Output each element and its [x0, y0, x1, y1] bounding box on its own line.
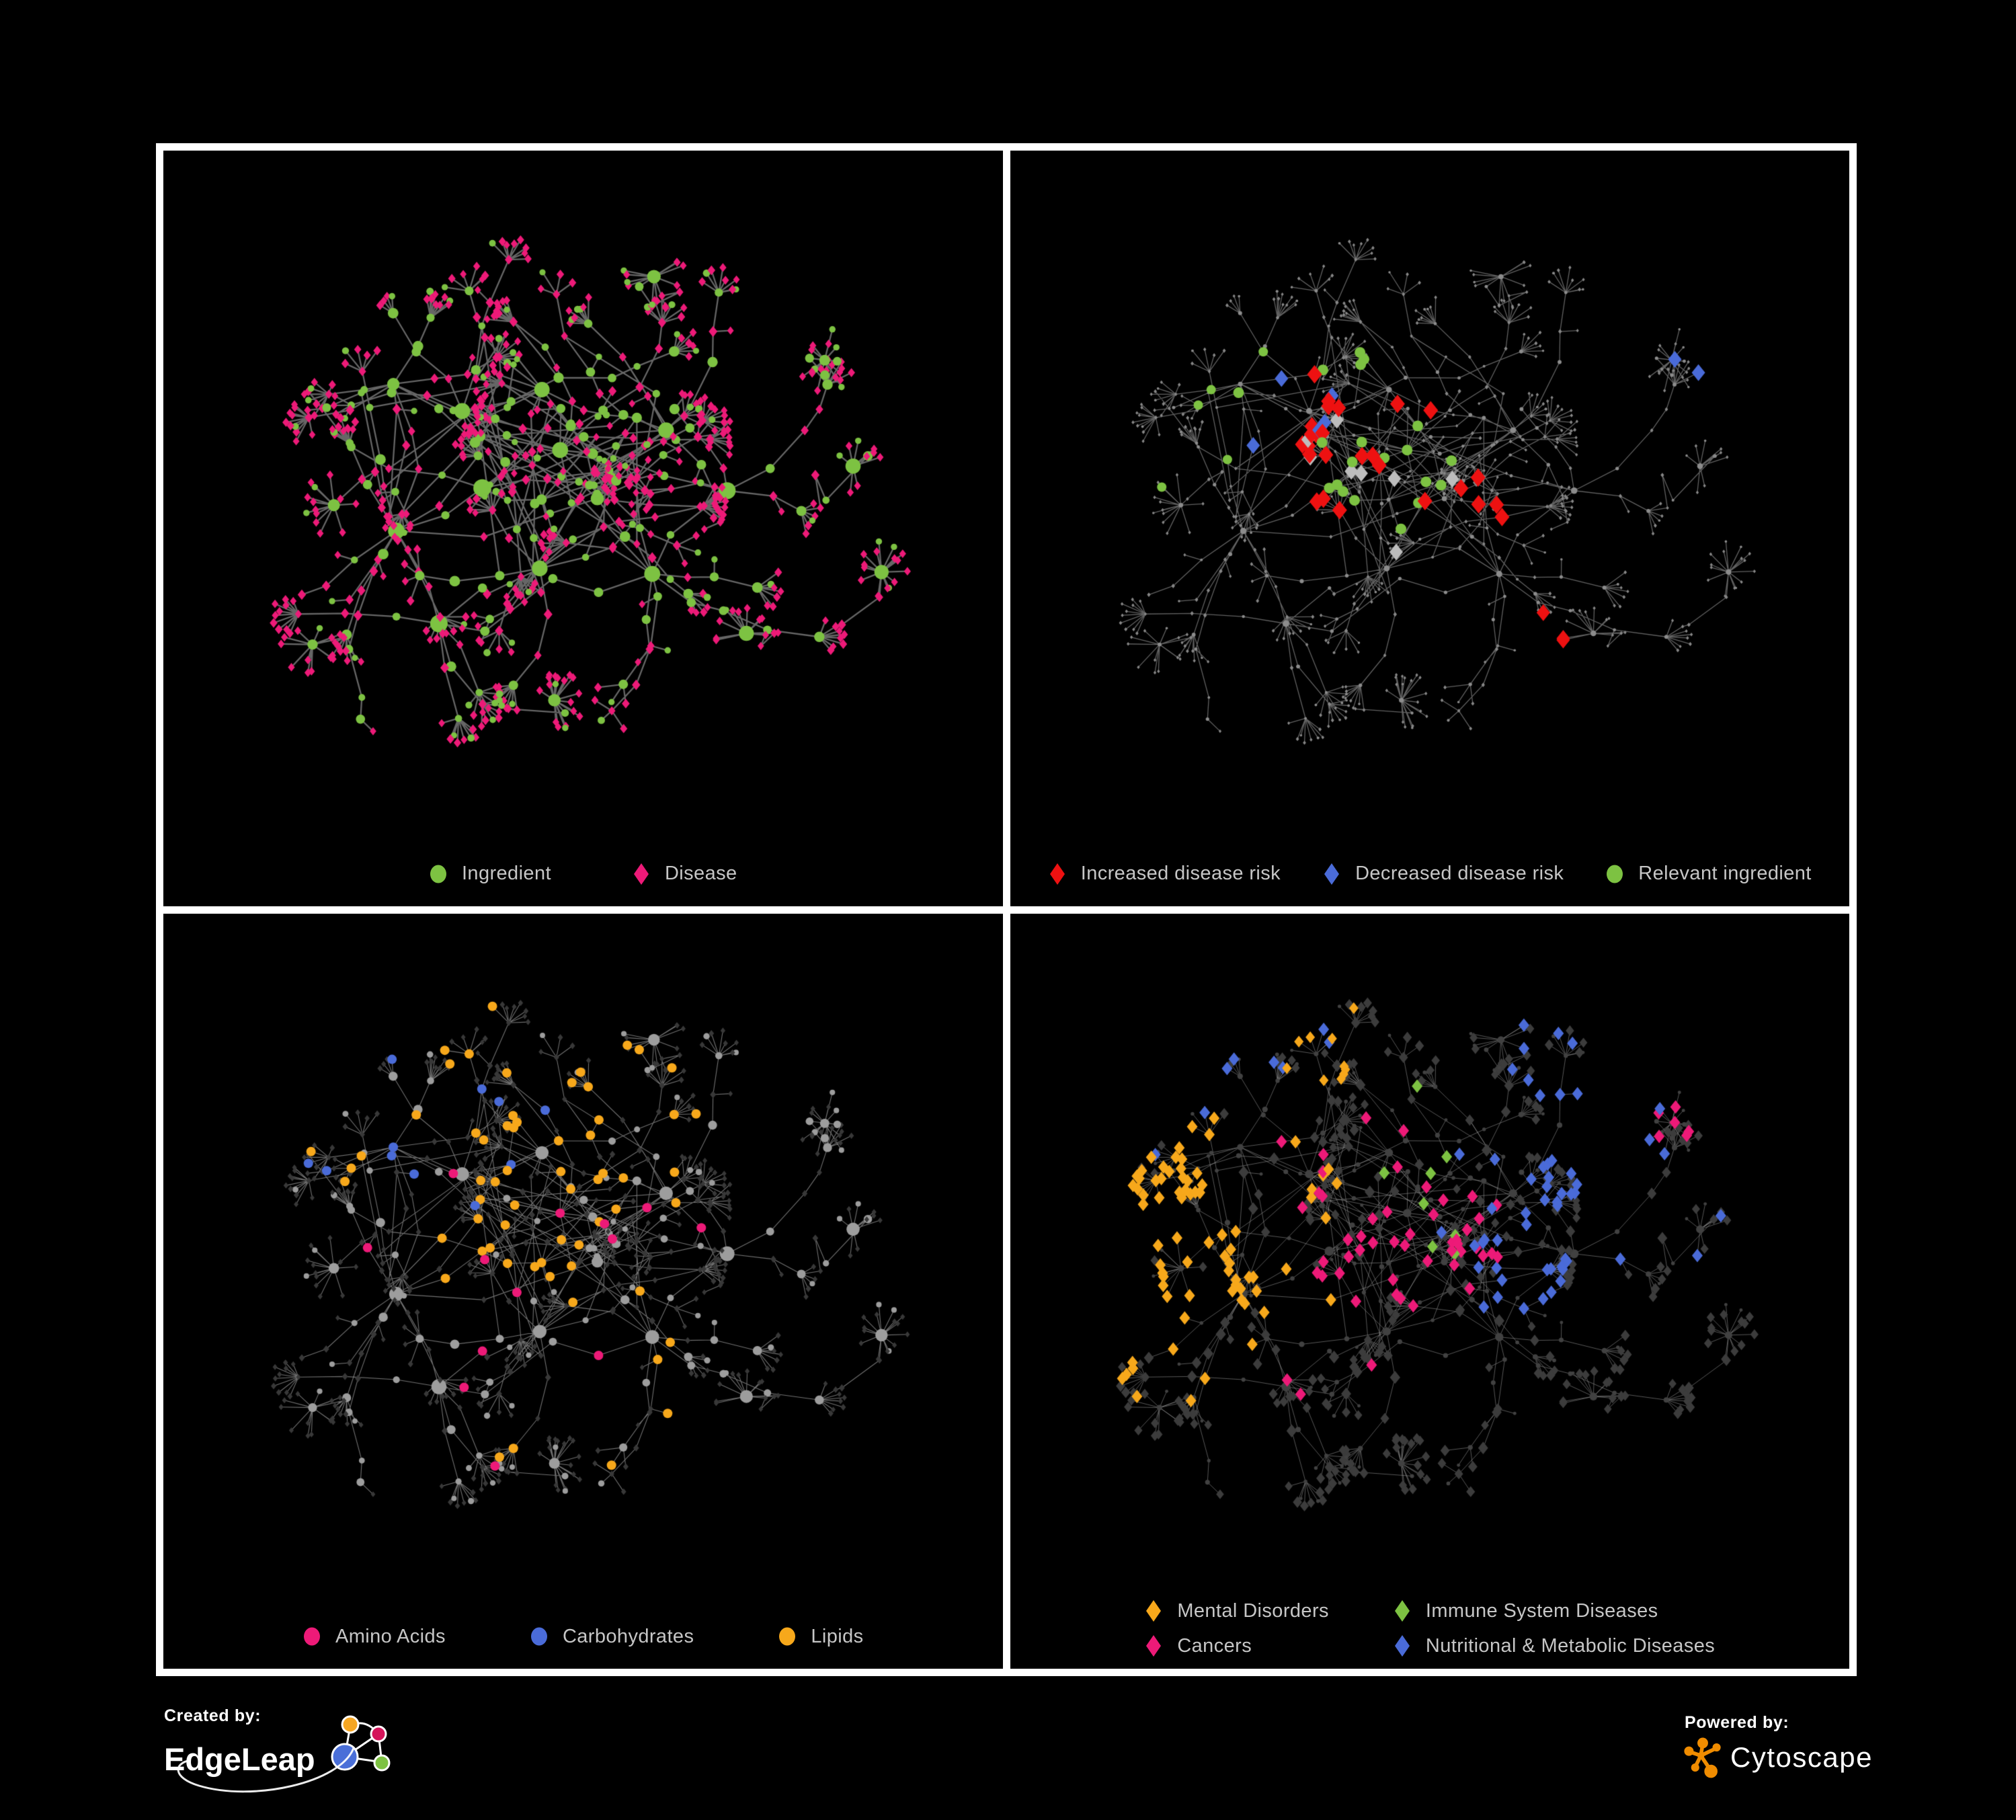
edgeleap-logo-icon	[331, 1715, 391, 1772]
panel-disease-class: Mental Disorders Immune System Diseases Ca…	[1010, 913, 1850, 1669]
legend-disease-risk: Increased disease risk Decreased disease …	[1010, 862, 1850, 886]
circle-marker-icon	[303, 1627, 320, 1646]
legend-label: Nutritional & Metabolic Diseases	[1425, 1634, 1716, 1657]
legend-item-increased-disease-risk: Increased disease risk	[1048, 862, 1281, 886]
network-graph-nutrient-class	[163, 913, 1002, 1589]
legend-label: Decreased disease risk	[1355, 863, 1564, 884]
network-graph-disease-risk	[1010, 151, 1849, 826]
panel-grid: Ingredient Disease Increased disease risk…	[156, 143, 1857, 1676]
diamond-marker-icon	[633, 863, 649, 885]
cytoscape-logo-icon	[1684, 1737, 1721, 1778]
legend-item-cancers: Cancers	[1144, 1634, 1329, 1658]
legend-item-ingredient: Ingredient	[429, 862, 551, 886]
legend-item-immune-system-diseases: Immune System Diseases	[1393, 1599, 1715, 1623]
legend-item-amino-acids: Amino Acids	[303, 1624, 446, 1649]
circle-marker-icon	[779, 1627, 796, 1646]
diamond-marker-icon	[1324, 863, 1340, 885]
circle-marker-icon	[1607, 865, 1623, 883]
panel-nutrient-class: Amino Acids Carbohydrates Lipids	[163, 913, 1003, 1669]
legend-label: Ingredient	[461, 863, 551, 884]
edgeleap-branding: Created by: EdgeLeap	[164, 1706, 413, 1793]
legend-label: Carbohydrates	[562, 1625, 694, 1647]
legend-item-mental-disorders: Mental Disorders	[1144, 1599, 1329, 1623]
panel-ingredient-disease: Ingredient Disease	[163, 151, 1003, 906]
legend-ingredient-disease: Ingredient Disease	[163, 862, 1003, 886]
circle-marker-icon	[430, 865, 446, 883]
legend-item-carbohydrates: Carbohydrates	[530, 1624, 694, 1649]
legend-label: Immune System Diseases	[1425, 1599, 1658, 1622]
legend-nutrient-class: Amino Acids Carbohydrates Lipids	[163, 1624, 1003, 1649]
network-graph-disease-class	[1010, 913, 1849, 1589]
legend-item-relevant-ingredient: Relevant ingredient	[1605, 862, 1811, 886]
diamond-marker-icon	[1146, 1635, 1162, 1657]
edgeleap-wordmark: EdgeLeap	[164, 1741, 315, 1777]
circle-marker-icon	[530, 1627, 547, 1646]
cytoscape-branding: Powered by: Cytoscape	[1683, 1713, 1873, 1778]
diamond-marker-icon	[1394, 1635, 1410, 1657]
legend-label: Lipids	[811, 1625, 864, 1647]
legend-item-disease: Disease	[632, 862, 737, 886]
diamond-marker-icon	[1394, 1600, 1410, 1622]
panel-disease-risk: Increased disease risk Decreased disease …	[1010, 151, 1850, 906]
legend-item-nutritional-metabolic-diseases: Nutritional & Metabolic Diseases	[1393, 1634, 1715, 1658]
diamond-marker-icon	[1049, 863, 1065, 885]
legend-item-lipids: Lipids	[778, 1624, 863, 1649]
powered-by-label: Powered by:	[1685, 1713, 1789, 1732]
legend-label: Relevant ingredient	[1638, 863, 1812, 884]
created-by-label: Created by:	[164, 1706, 261, 1725]
cytoscape-wordmark: Cytoscape	[1730, 1741, 1873, 1773]
legend-label: Amino Acids	[335, 1625, 446, 1647]
legend-label: Disease	[664, 863, 737, 884]
legend-item-decreased-disease-risk: Decreased disease risk	[1322, 862, 1564, 886]
legend-label: Cancers	[1177, 1634, 1252, 1657]
network-graph-ingredient-disease	[163, 151, 1002, 826]
diamond-marker-icon	[1146, 1600, 1162, 1622]
legend-label: Increased disease risk	[1080, 863, 1281, 884]
legend-disease-class: Mental Disorders Immune System Diseases Ca…	[1010, 1599, 1850, 1658]
legend-label: Mental Disorders	[1177, 1599, 1329, 1622]
